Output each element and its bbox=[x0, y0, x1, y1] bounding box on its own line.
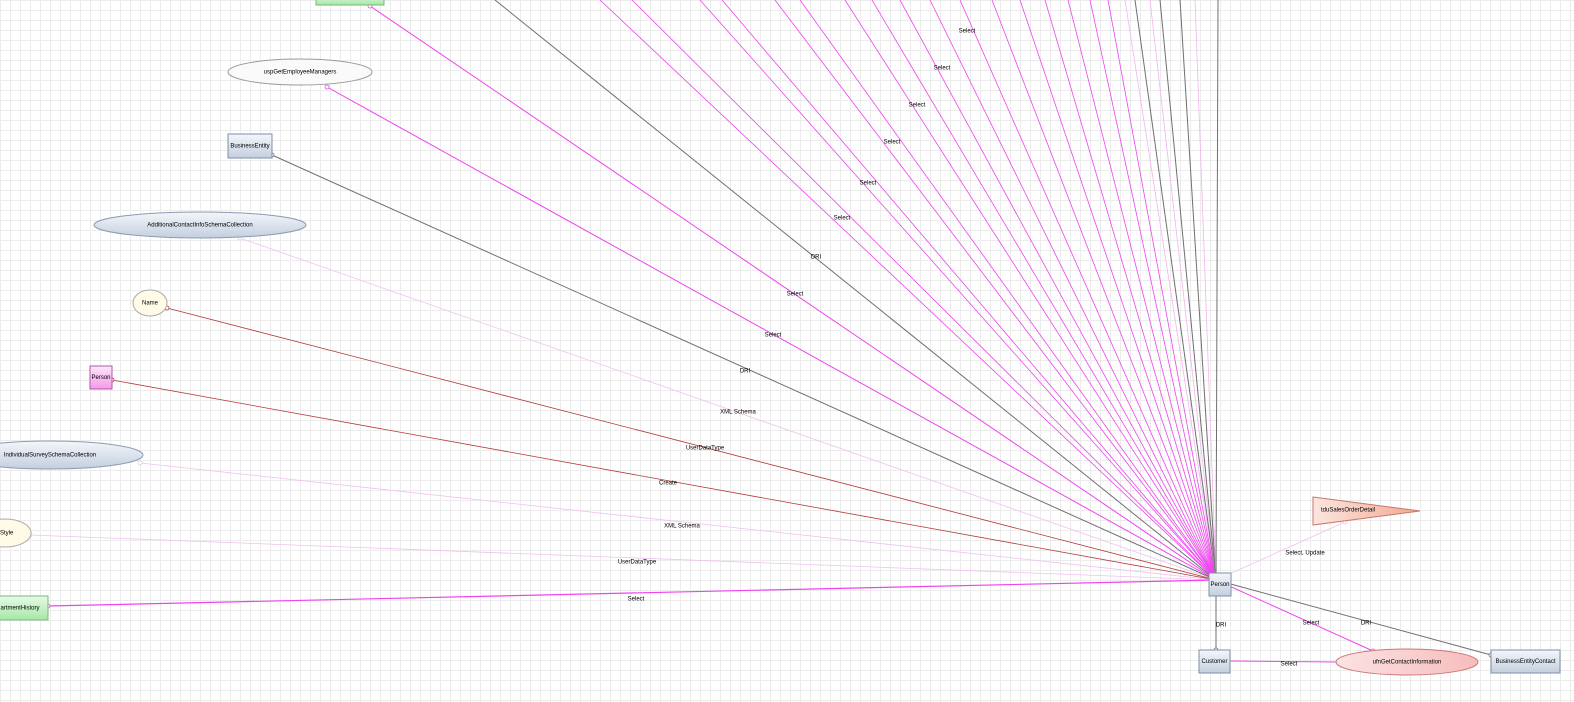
edge bbox=[29, 534, 1217, 581]
edge bbox=[1089, 0, 1217, 581]
node-label: Person bbox=[91, 375, 110, 381]
edge-label: Select bbox=[787, 292, 804, 298]
edge bbox=[1215, 579, 1374, 652]
edge bbox=[239, 237, 1217, 581]
node-label: Name bbox=[142, 301, 159, 307]
edge bbox=[47, 579, 1217, 607]
edge-label: Select bbox=[628, 597, 645, 603]
node-ellipse bbox=[1335, 648, 1479, 676]
node-label: BusinessEntityContact bbox=[1495, 659, 1555, 665]
edge bbox=[1194, 0, 1217, 581]
edge bbox=[1179, 0, 1217, 581]
edge bbox=[1215, 0, 1219, 581]
node-label: tduSalesOrderDetail bbox=[1321, 508, 1375, 514]
edge-label: Select, Update bbox=[1285, 551, 1325, 557]
edge-label: Select bbox=[909, 103, 926, 109]
edge bbox=[139, 462, 1217, 581]
edge-label: XML Schema bbox=[720, 410, 756, 416]
node-box bbox=[1208, 572, 1232, 597]
edge bbox=[721, 0, 1217, 581]
node-label: Person bbox=[1210, 582, 1229, 588]
edge bbox=[271, 154, 1217, 581]
edge bbox=[1107, 0, 1217, 581]
edge-label: DRI bbox=[740, 369, 751, 375]
node-label: IndividualSurveySchemaCollection bbox=[4, 453, 96, 459]
node-label: BusinessEntity bbox=[230, 144, 269, 150]
edge bbox=[774, 0, 1217, 581]
edge bbox=[871, 0, 1217, 581]
edge bbox=[959, 0, 1217, 581]
node-label: uspGetEmployeeManagers bbox=[264, 70, 337, 76]
edge-label: DRI bbox=[1361, 621, 1372, 627]
edge-label: Select bbox=[1303, 621, 1320, 627]
edge bbox=[1134, 0, 1217, 581]
edge-label: UserDataType bbox=[618, 560, 657, 566]
node-box bbox=[1490, 649, 1561, 674]
node-label: artmentHistory bbox=[0, 606, 39, 612]
node-triangle bbox=[1312, 496, 1421, 526]
node-ellipse bbox=[227, 58, 373, 86]
edge-label: Select bbox=[884, 140, 901, 146]
node-ellipse bbox=[0, 518, 32, 548]
edge-label: UserDataType bbox=[686, 446, 725, 452]
edge bbox=[599, 0, 1217, 581]
edge bbox=[1215, 521, 1346, 581]
edge bbox=[1229, 660, 1337, 663]
edge bbox=[899, 0, 1217, 581]
edge bbox=[1215, 579, 1492, 656]
edge bbox=[326, 86, 1217, 581]
edge bbox=[991, 0, 1217, 581]
edge-label: Select bbox=[765, 333, 782, 339]
edge-label: DRI bbox=[1216, 623, 1227, 629]
node-box bbox=[89, 365, 113, 390]
node-box bbox=[1198, 649, 1231, 674]
node-box bbox=[227, 133, 273, 159]
edge-labels: Select Select Select Select Select Select DRI S… bbox=[618, 29, 1372, 668]
edge bbox=[1044, 0, 1217, 581]
node-label: Customer bbox=[1201, 659, 1227, 665]
edge bbox=[699, 0, 1217, 581]
edge-label: Select bbox=[959, 29, 976, 35]
node-ellipse bbox=[132, 289, 168, 317]
node-ellipse bbox=[0, 440, 144, 470]
node-box bbox=[315, 0, 385, 6]
edge bbox=[494, 0, 1217, 581]
edge bbox=[369, 5, 1217, 581]
edge bbox=[1019, 0, 1217, 581]
edge-label: Select bbox=[860, 181, 877, 187]
edge-label: Create bbox=[659, 481, 678, 487]
edge bbox=[799, 0, 1217, 581]
node-label: eStyle bbox=[0, 531, 14, 537]
edges bbox=[27, 0, 1494, 663]
node-ellipse bbox=[93, 211, 307, 239]
edge bbox=[1124, 0, 1217, 581]
edge bbox=[166, 307, 1217, 581]
edge-label: Select bbox=[834, 216, 851, 222]
edge-label: Select bbox=[934, 66, 951, 72]
edge-label: DRI bbox=[811, 255, 822, 261]
node-box bbox=[0, 595, 49, 621]
edge-label: Select bbox=[1281, 662, 1298, 668]
edge bbox=[929, 0, 1217, 581]
arrow-head bbox=[324, 84, 330, 90]
arrow-head bbox=[137, 460, 143, 466]
edge bbox=[1067, 0, 1217, 581]
edge bbox=[1159, 0, 1217, 581]
edge-label: XML Schema bbox=[664, 524, 700, 530]
edge bbox=[1149, 0, 1217, 581]
nodes: uspGetEmployeeManagers BusinessEntity Addi… bbox=[0, 58, 1561, 676]
node-label: AdditionalContactInfoSchemaCollection bbox=[147, 223, 252, 229]
node-label: ufnGetContactInformation bbox=[1373, 660, 1442, 666]
edge bbox=[844, 0, 1217, 581]
edge bbox=[111, 379, 1217, 581]
edge bbox=[631, 0, 1217, 581]
